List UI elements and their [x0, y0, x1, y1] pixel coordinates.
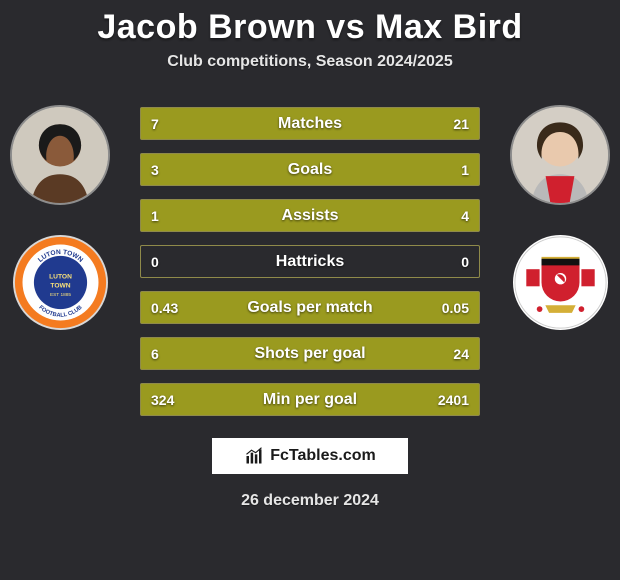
- stat-label: Goals: [288, 161, 332, 179]
- main-row: LUTON TOWN EST 1885 LUTON TOWN FOOTBALL …: [10, 99, 610, 416]
- person-icon: [512, 107, 608, 203]
- comparison-card: Jacob Brown vs Max Bird Club competition…: [0, 0, 620, 580]
- bar-left-fill: [141, 154, 395, 185]
- stat-value-right: 1: [461, 162, 469, 178]
- subtitle: Club competitions, Season 2024/2025: [167, 53, 452, 71]
- stat-value-left: 324: [151, 392, 174, 408]
- stat-value-right: 24: [453, 346, 469, 362]
- stat-bars: Matches 7 21 Goals 3 1 Assists 1 4 Hattricks 0 0 Goa…: [140, 99, 480, 416]
- stat-label: Goals per match: [247, 299, 372, 317]
- svg-text:TOWN: TOWN: [50, 282, 70, 289]
- right-club-badge: [513, 235, 608, 330]
- brand-name: FcTables.com: [270, 447, 376, 465]
- stat-value-left: 1: [151, 208, 159, 224]
- page-title: Jacob Brown vs Max Bird: [97, 8, 522, 47]
- stat-label: Assists: [282, 207, 339, 225]
- person-icon: [12, 107, 108, 203]
- date: 26 december 2024: [241, 492, 379, 510]
- stat-value-left: 0.43: [151, 300, 178, 316]
- stat-value-left: 7: [151, 116, 159, 132]
- bar-right-fill: [226, 108, 480, 139]
- stat-label: Matches: [278, 115, 342, 133]
- right-player-column: [510, 99, 610, 330]
- stat-value-right: 2401: [438, 392, 469, 408]
- stat-value-right: 0.05: [442, 300, 469, 316]
- svg-text:LUTON: LUTON: [49, 274, 72, 281]
- stat-value-left: 6: [151, 346, 159, 362]
- stat-value-right: 0: [461, 254, 469, 270]
- stat-value-right: 4: [461, 208, 469, 224]
- stat-value-left: 0: [151, 254, 159, 270]
- chart-icon: [244, 446, 264, 466]
- stat-value-left: 3: [151, 162, 159, 178]
- left-player-column: LUTON TOWN EST 1885 LUTON TOWN FOOTBALL …: [10, 99, 110, 330]
- stat-bar: Shots per goal 6 24: [140, 337, 480, 370]
- left-player-avatar: [10, 105, 110, 205]
- stat-bar: Goals per match 0.43 0.05: [140, 291, 480, 324]
- stat-label: Shots per goal: [254, 345, 365, 363]
- svg-text:EST 1885: EST 1885: [49, 292, 70, 298]
- stat-value-right: 21: [453, 116, 469, 132]
- stat-label: Min per goal: [263, 391, 357, 409]
- left-club-badge: LUTON TOWN EST 1885 LUTON TOWN FOOTBALL …: [13, 235, 108, 330]
- stat-bar: Matches 7 21: [140, 107, 480, 140]
- stat-bar: Assists 1 4: [140, 199, 480, 232]
- bar-right-fill: [209, 200, 479, 231]
- stat-label: Hattricks: [276, 253, 344, 271]
- club-badge-icon: [513, 235, 608, 330]
- club-badge-icon: LUTON TOWN EST 1885 LUTON TOWN FOOTBALL …: [13, 235, 108, 330]
- stat-bar: Goals 3 1: [140, 153, 480, 186]
- stat-bar: Hattricks 0 0: [140, 245, 480, 278]
- right-player-avatar: [510, 105, 610, 205]
- stat-bar: Min per goal 324 2401: [140, 383, 480, 416]
- brand-logo[interactable]: FcTables.com: [210, 436, 410, 476]
